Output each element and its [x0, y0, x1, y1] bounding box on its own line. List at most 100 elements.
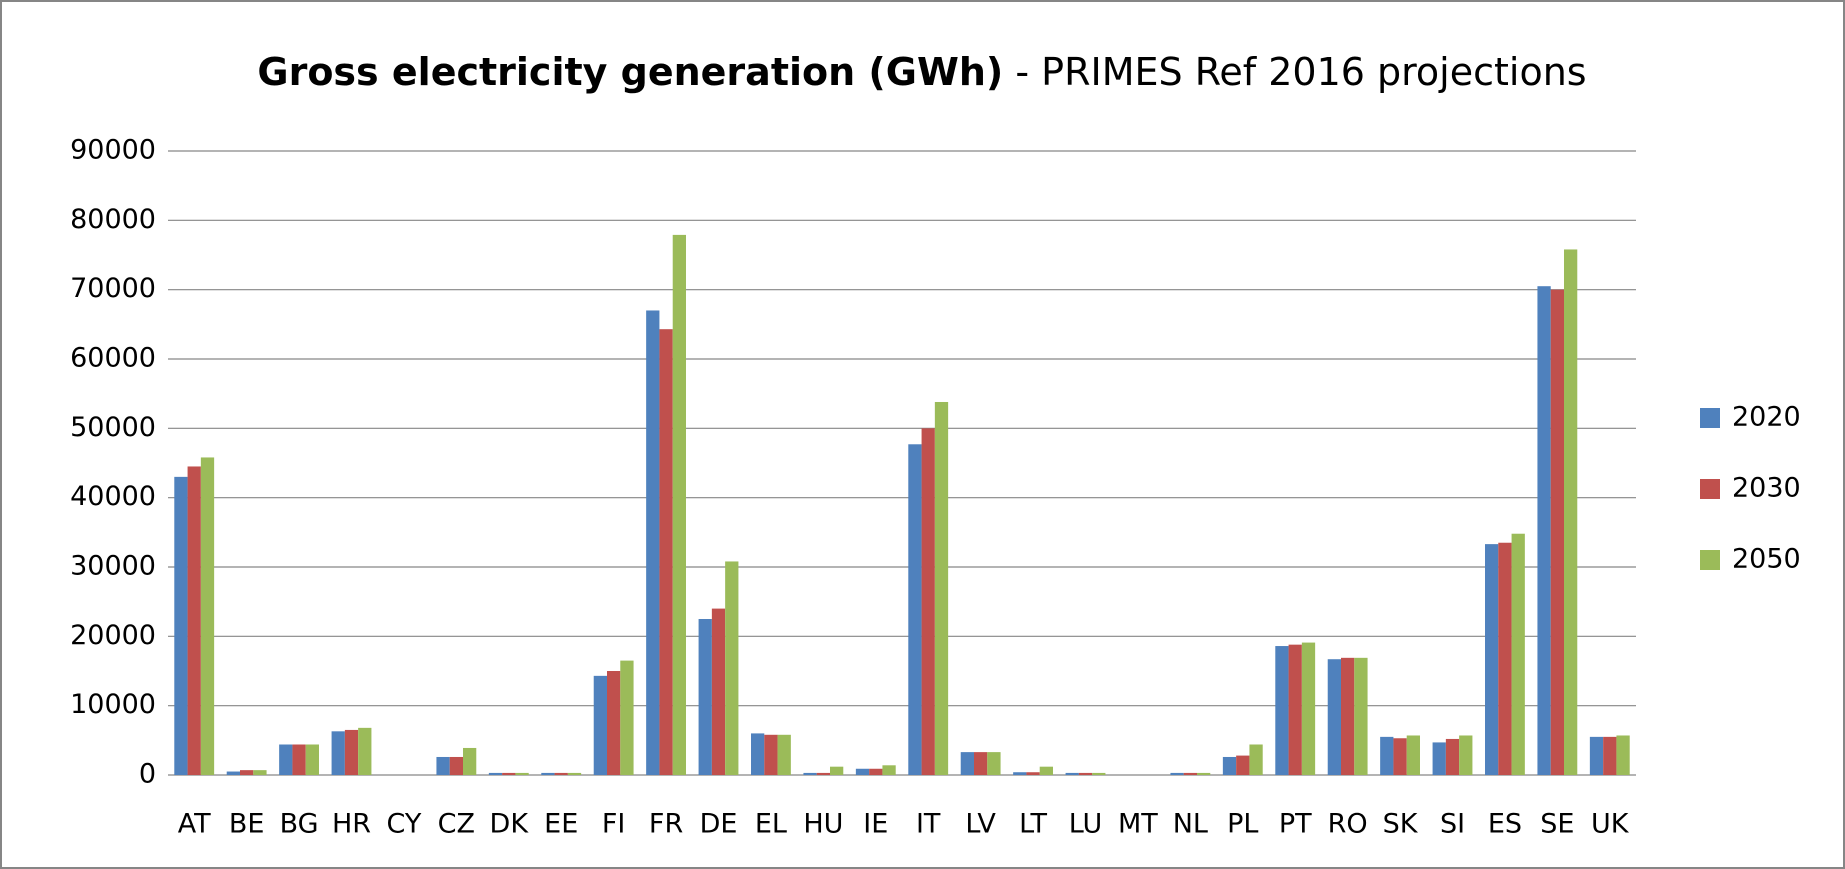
- bar: [567, 772, 582, 775]
- x-tick-label: DK: [490, 809, 530, 840]
- bar: [1393, 738, 1407, 775]
- x-tick-label: SK: [1383, 809, 1419, 840]
- bar: [855, 768, 870, 775]
- legend-label: 2050: [1732, 544, 1801, 575]
- bar: [908, 444, 922, 775]
- legend-label: 2020: [1732, 402, 1801, 433]
- bar: [1603, 736, 1617, 775]
- bar: [987, 752, 1001, 775]
- bar: [1445, 738, 1460, 775]
- x-tick-label: PT: [1279, 809, 1312, 840]
- bar: [305, 744, 319, 775]
- x-tick-label: HU: [803, 809, 843, 840]
- x-tick-label: EE: [544, 809, 578, 840]
- bar: [1550, 289, 1564, 775]
- bar: [449, 756, 463, 775]
- legend-swatch: [1700, 479, 1720, 499]
- x-tick-label: LU: [1069, 809, 1102, 840]
- bar: [764, 734, 778, 775]
- bar: [187, 466, 201, 775]
- bar: [1183, 772, 1197, 775]
- chart-subtitle: - PRIMES Ref 2016 projections: [1015, 50, 1586, 94]
- x-tick-label: EL: [755, 809, 787, 840]
- y-tick-label: 70000: [70, 273, 156, 304]
- bar: [279, 744, 293, 775]
- legend-swatch: [1700, 408, 1720, 428]
- bar: [620, 660, 634, 775]
- y-tick-label: 80000: [70, 204, 156, 235]
- bar: [1013, 772, 1027, 775]
- x-tick-label: SI: [1440, 809, 1465, 840]
- bar: [1354, 657, 1368, 775]
- bar: [711, 608, 726, 775]
- bar: [436, 756, 450, 775]
- x-tick-label: LV: [965, 809, 996, 840]
- bar: [1249, 744, 1263, 775]
- bar: [751, 733, 765, 775]
- bar: [240, 770, 254, 775]
- bar: [803, 772, 817, 775]
- bar: [331, 731, 345, 775]
- x-tick-label: HR: [332, 809, 371, 840]
- bar: [1616, 735, 1630, 775]
- bar: [488, 772, 503, 775]
- legend-swatch: [1700, 550, 1720, 570]
- x-tick-label: ES: [1488, 809, 1522, 840]
- bar: [292, 744, 306, 775]
- bar: [960, 752, 975, 775]
- y-tick-label: 40000: [70, 481, 156, 512]
- y-tick-label: 60000: [70, 343, 156, 374]
- bar: [1341, 657, 1355, 775]
- bar: [462, 747, 477, 775]
- bar: [1301, 642, 1316, 775]
- bar: [502, 772, 516, 775]
- bar: [777, 734, 791, 775]
- bar: [253, 770, 267, 775]
- x-tick-label: RO: [1328, 809, 1368, 840]
- bar: [358, 727, 372, 775]
- bar: [1288, 644, 1302, 775]
- bar: [816, 772, 830, 775]
- bar: [1092, 772, 1106, 775]
- bar: [226, 771, 241, 775]
- bar: [698, 619, 712, 775]
- bar: [593, 675, 608, 775]
- bar: [1078, 772, 1093, 775]
- y-tick-label: 0: [139, 759, 156, 790]
- bar: [1026, 772, 1040, 775]
- bar: [829, 766, 844, 775]
- x-tick-label: AT: [178, 809, 211, 840]
- bar: [934, 401, 949, 775]
- bar: [1275, 646, 1289, 775]
- bar: [1065, 772, 1079, 775]
- y-tick-label: 50000: [70, 412, 156, 443]
- x-tick-label: DE: [700, 809, 738, 840]
- x-tick-label: CY: [386, 809, 421, 840]
- x-tick-label: IE: [863, 809, 888, 840]
- bar: [344, 729, 359, 775]
- x-tick-label: CZ: [438, 809, 475, 840]
- bar: [554, 772, 568, 775]
- x-tick-label: SE: [1540, 809, 1574, 840]
- bar: [541, 772, 555, 775]
- bar: [1170, 772, 1184, 775]
- x-tick-label: FR: [649, 809, 683, 840]
- bar: [1380, 736, 1394, 775]
- bar: [1589, 736, 1604, 775]
- bar: [1406, 735, 1420, 775]
- y-tick-label: 20000: [70, 620, 156, 651]
- legend-label: 2030: [1732, 473, 1801, 504]
- bar: [1327, 659, 1342, 775]
- x-tick-label: NL: [1173, 809, 1208, 840]
- bar: [672, 234, 686, 776]
- bar: [725, 561, 739, 775]
- bar: [200, 457, 215, 775]
- x-tick-label: IT: [916, 809, 941, 840]
- bar: [882, 765, 896, 775]
- chart-heading: Gross electricity generation (GWh) - PRI…: [257, 50, 1586, 94]
- bar: [1485, 544, 1499, 775]
- bar: [174, 476, 188, 775]
- bar: [659, 329, 673, 775]
- bar: [1432, 742, 1446, 775]
